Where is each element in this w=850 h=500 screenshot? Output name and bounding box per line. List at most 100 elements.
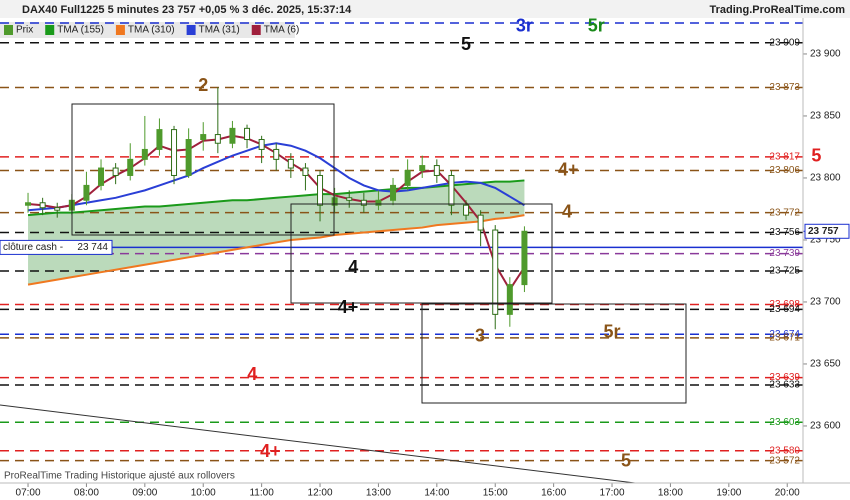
legend-swatch	[45, 25, 55, 35]
candle-body	[171, 129, 178, 176]
level-label: 23 817	[769, 152, 800, 163]
annotation: 5r	[604, 322, 621, 342]
legend-swatch	[186, 25, 196, 35]
candle-body	[404, 170, 411, 186]
level-label: 23 603	[769, 417, 800, 428]
level-label: 23 739	[769, 248, 800, 259]
legend-swatch	[4, 25, 13, 35]
annotation: 2	[198, 75, 208, 95]
x-tick-label: 13:00	[366, 488, 391, 499]
level-label: 23 873	[769, 82, 800, 93]
annotation: 5	[811, 146, 821, 166]
candle-body	[521, 230, 528, 286]
candle-body	[156, 129, 163, 150]
y-tick-label: 23 750	[810, 235, 841, 246]
candle-body	[54, 207, 61, 211]
last-price-box	[804, 223, 850, 239]
annotation: 4	[247, 364, 257, 384]
candle-body	[448, 174, 455, 206]
candle-body	[25, 202, 32, 206]
legend-label: TMA (310)	[128, 25, 175, 36]
level-label: 23 580	[769, 445, 800, 456]
candle-body	[492, 229, 499, 315]
x-tick-label: 08:00	[74, 488, 99, 499]
candle-body	[244, 127, 251, 141]
candle-body	[317, 174, 324, 206]
level-label: 23 698	[769, 299, 800, 310]
candle-body	[346, 197, 353, 201]
level-label: 23 674	[769, 329, 800, 340]
annotation: 5r	[588, 15, 605, 35]
box	[71, 103, 335, 236]
header-bar	[0, 0, 850, 18]
level-label: 23 909	[769, 37, 800, 48]
candle-body	[112, 167, 119, 176]
y-tick-label: 23 700	[810, 297, 841, 308]
candle-body	[200, 134, 207, 141]
footer: ProRealTime Trading Historique ajusté au…	[4, 471, 235, 482]
candle-body	[229, 127, 236, 144]
trendline	[0, 404, 636, 484]
candle-body	[360, 199, 367, 206]
box	[421, 303, 687, 404]
candle-body	[141, 148, 148, 160]
level-label: 23 806	[769, 165, 800, 176]
x-tick-label: 07:00	[16, 488, 41, 499]
x-tick-label: 14:00	[424, 488, 449, 499]
level-label: 23 772	[769, 207, 800, 218]
legend-label: TMA (31)	[199, 25, 240, 36]
last-price-label: 23 757	[808, 226, 839, 237]
candle-body	[302, 167, 309, 176]
candle-body	[375, 199, 382, 206]
cash-close-value: 23 744	[77, 242, 108, 253]
annotation: 5	[621, 451, 631, 471]
y-tick-label: 23 800	[810, 173, 841, 184]
x-tick-label: 12:00	[308, 488, 333, 499]
y-tick-label: 23 650	[810, 359, 841, 370]
x-tick-label: 16:00	[541, 488, 566, 499]
candle-body	[287, 158, 294, 169]
annotation: 4	[562, 201, 572, 221]
legend-label: Prix	[16, 25, 33, 36]
legend-swatch	[115, 25, 125, 35]
legend-bar	[0, 22, 295, 38]
candle-body	[185, 139, 192, 176]
legend-label: TMA (6)	[264, 25, 300, 36]
candle-body	[83, 184, 90, 201]
candle-body	[506, 284, 513, 315]
x-tick-label: 10:00	[191, 488, 216, 499]
legend-label: TMA (155)	[57, 25, 104, 36]
candle-body	[214, 134, 221, 144]
level-label: 23 633	[769, 380, 800, 391]
source: Trading.ProRealTime.com	[709, 4, 845, 16]
cash-close-label: clôture cash -	[3, 242, 63, 253]
x-tick-label: 19:00	[716, 488, 741, 499]
cash-close-box	[0, 239, 113, 255]
level-label: 23 756	[769, 227, 800, 238]
x-tick-label: 18:00	[658, 488, 683, 499]
ma-line	[27, 214, 525, 286]
box	[290, 203, 553, 304]
candle-body	[477, 214, 484, 231]
chart-title: DAX40 Full1225 5 minutes 23 757 +0,05 % …	[22, 4, 352, 16]
x-tick-label: 15:00	[483, 488, 508, 499]
legend-swatch	[251, 25, 261, 35]
level-label: 23 725	[769, 266, 800, 277]
ma-line	[27, 179, 525, 217]
candle-body	[39, 202, 46, 209]
y-tick-label: 23 900	[810, 49, 841, 60]
plot-area	[0, 22, 807, 487]
candle-body	[331, 197, 338, 206]
y-tick-label: 23 600	[810, 421, 841, 432]
candle-body	[98, 167, 105, 186]
candle-body	[258, 139, 265, 150]
candle-body	[273, 148, 280, 160]
level-label: 23 694	[769, 304, 800, 315]
x-tick-label: 17:00	[600, 488, 625, 499]
annotation: 4+	[338, 297, 359, 317]
annotation: 4+	[260, 441, 281, 461]
candle-body	[433, 165, 440, 176]
candle-body	[463, 204, 470, 216]
